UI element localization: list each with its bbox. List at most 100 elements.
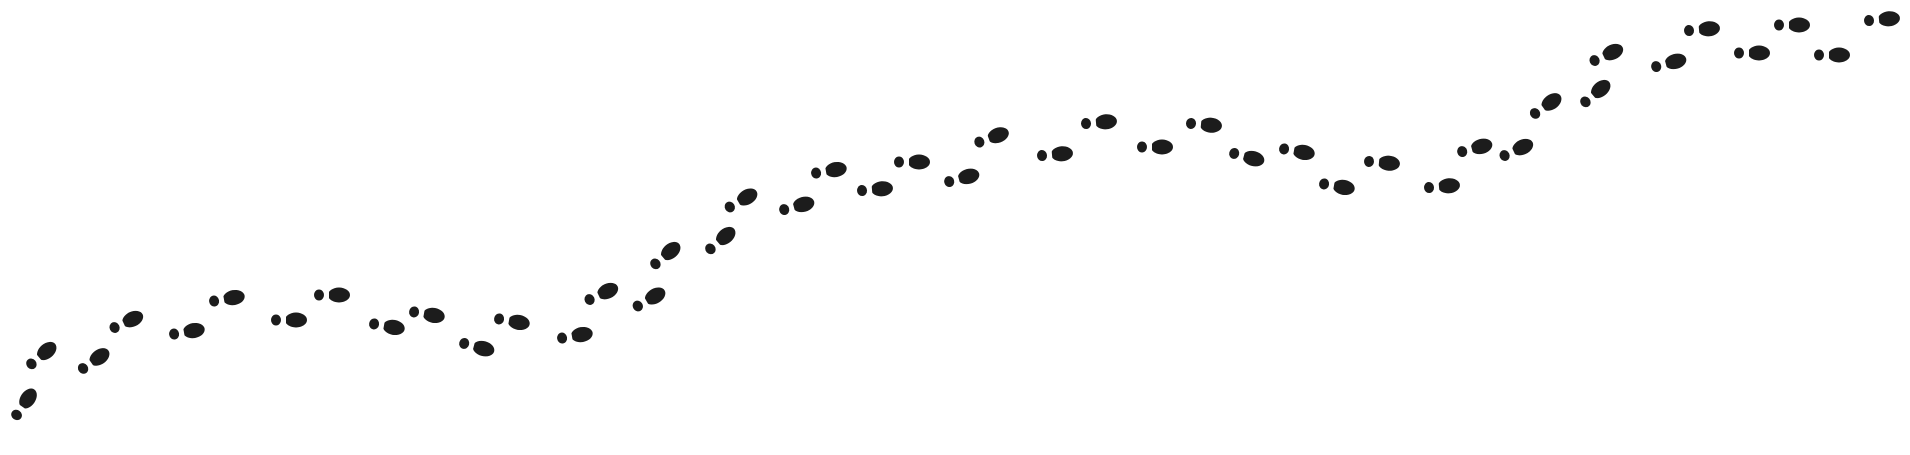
footprint-sole [182, 322, 205, 339]
footprint-sole [222, 289, 245, 306]
footprint-gap [117, 316, 128, 332]
footprint-gap [1238, 147, 1246, 164]
footprint-sole [1541, 93, 1562, 111]
footprint-icon [1734, 45, 1770, 61]
footprint-icon [209, 289, 245, 308]
footprint-gap [567, 328, 574, 345]
footprint-gap [1585, 89, 1599, 104]
footprint-sole [1697, 21, 1720, 37]
footprint-gap [1092, 114, 1097, 131]
footprint-icon [974, 127, 1009, 148]
footprint-sole [1512, 138, 1534, 156]
footprint-icon [1499, 138, 1534, 161]
footprint-sole [422, 307, 445, 324]
footprint-sole [870, 181, 893, 197]
footprint-gap [1826, 47, 1829, 63]
footprint-icon [1081, 114, 1117, 131]
footprint-sole [1788, 17, 1810, 33]
footprint-gap [1695, 21, 1700, 38]
footprint-sole [89, 348, 110, 366]
footprint-heel [584, 294, 595, 305]
footprint-icon [1279, 142, 1315, 161]
footprint-icon [724, 188, 758, 213]
footprint-heel [1186, 117, 1197, 129]
footprint-heel [494, 313, 505, 325]
footprint-gap [1149, 139, 1152, 155]
footprint-heel [169, 328, 180, 340]
footprint-gap [84, 356, 96, 371]
footprint-heel [857, 185, 868, 197]
footprint-sole [661, 241, 681, 261]
footprint-icon [1364, 154, 1400, 171]
footprint-icon [650, 241, 681, 270]
footprint-gap [592, 288, 603, 304]
footprint-heel [1651, 61, 1662, 73]
footprint-sole [736, 188, 758, 206]
footprint-heel [779, 204, 790, 216]
footprint-sole [1664, 53, 1687, 70]
footprint-sole [472, 340, 495, 357]
footprint-heel [724, 201, 735, 213]
footprint-gap [31, 351, 45, 366]
footprint-gap [419, 305, 426, 322]
footprint-icon [632, 287, 666, 312]
footprint-gap [868, 181, 873, 198]
footprint-icon [314, 287, 350, 303]
footprint-heel [1319, 178, 1330, 190]
footprint-icon [11, 388, 37, 421]
footprint-heel [1684, 25, 1695, 37]
footprint-sole [570, 326, 593, 343]
footprint-sole [1437, 178, 1460, 194]
footprint-sole [1591, 79, 1611, 99]
footprint-icon [1774, 17, 1810, 33]
footprint-icon [169, 322, 205, 341]
footprint-heel [705, 243, 716, 255]
footprint-icon [109, 310, 144, 333]
footprint-heel [632, 300, 643, 312]
footprint-icon [1037, 146, 1073, 163]
footprint-heel [77, 363, 89, 374]
footprint-icon [811, 161, 847, 180]
footprint-gap [283, 312, 286, 328]
footprint-icon [369, 317, 405, 336]
footprint-heel [369, 318, 380, 330]
footprint-heel [1364, 155, 1375, 167]
footprint-heel [1457, 146, 1468, 158]
footprint-gap [1875, 11, 1880, 28]
footprint-heel [11, 409, 22, 421]
footprint-sole [957, 168, 980, 185]
footprint-gap [1786, 17, 1789, 33]
footprint-gap [219, 291, 226, 308]
footprint-gap [468, 337, 476, 354]
footprint-gap [1597, 49, 1608, 65]
footprint-icon [557, 326, 593, 345]
footprint-gap [1660, 56, 1668, 73]
footprint-icon [1457, 138, 1493, 158]
footprint-heel [271, 314, 281, 326]
footprint-sole [1292, 144, 1315, 161]
footprint-heel [314, 289, 324, 301]
footprint-icon [1186, 116, 1222, 133]
footprint-gap [1048, 146, 1053, 163]
footprint-sole [1748, 45, 1770, 61]
footprint-heel [1774, 19, 1784, 31]
footprint-heel [1424, 182, 1435, 194]
footprint-gap [1289, 142, 1296, 159]
footprint-heel [1499, 150, 1510, 161]
footprint-icon [1229, 147, 1265, 167]
footprint-heel [944, 176, 955, 188]
footprint-gap [379, 317, 386, 334]
footprint-heel [894, 156, 904, 168]
footprint-heel [650, 258, 661, 270]
footprint-heel [26, 358, 37, 370]
footprint-gap [983, 131, 992, 148]
footprint-sole [716, 226, 736, 246]
footprint-sole [1332, 179, 1355, 196]
footprint-icon [944, 168, 980, 188]
footprint-heel [1580, 96, 1591, 108]
footprint-sole [285, 312, 307, 328]
footprint-icon [584, 282, 619, 305]
footprint-heel [459, 337, 470, 349]
footprint-sole [1094, 114, 1117, 130]
